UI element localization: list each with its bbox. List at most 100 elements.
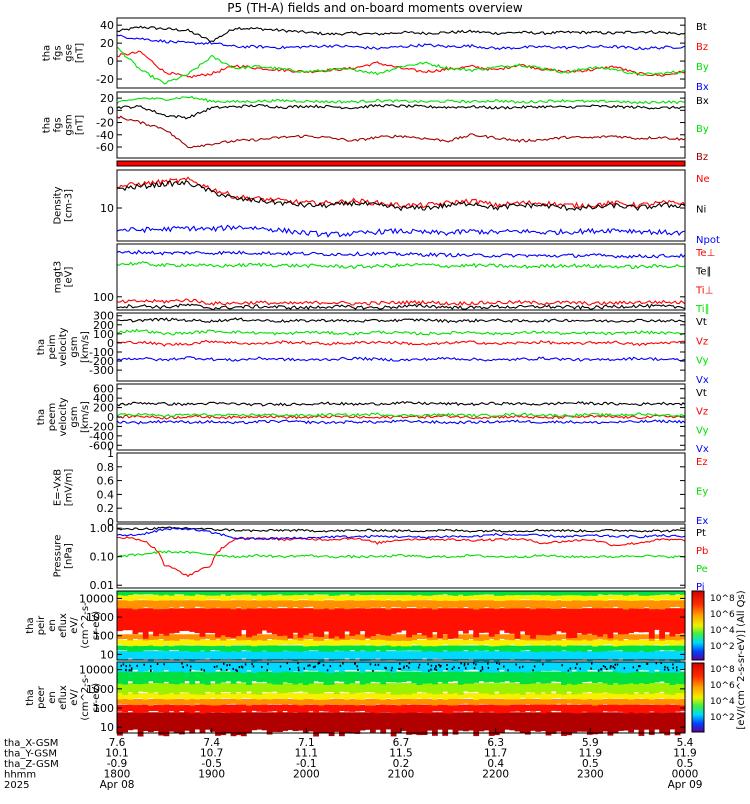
heat-cell: [519, 634, 526, 640]
heat-cell: [571, 693, 578, 699]
heat-speckle: [181, 662, 183, 665]
heat-speckle: [403, 666, 405, 669]
heat-cell: [504, 608, 511, 633]
heat-cell: [561, 639, 567, 647]
heat-cell: [571, 639, 578, 646]
heat-cell: [545, 712, 552, 736]
heat-cell: [390, 683, 397, 695]
heat-cell: [633, 595, 640, 601]
heat-cell: [333, 595, 340, 601]
heat-speckle: [616, 663, 619, 666]
y-tick-label: -60: [96, 141, 114, 154]
heat-cell: [122, 683, 128, 695]
heat-speckle: [463, 662, 466, 665]
heat-cell: [669, 671, 676, 685]
heat-speckle: [399, 662, 401, 665]
heat-cell: [364, 608, 371, 638]
heat-cell: [137, 693, 144, 698]
heat-cell: [597, 600, 603, 608]
heat-cell: [395, 693, 402, 699]
heat-cell: [380, 591, 387, 595]
heat-cell: [478, 712, 485, 732]
heat-speckle: [612, 665, 614, 668]
x-tick-label: 11.5: [389, 748, 412, 760]
heat-cell: [168, 704, 175, 712]
heat-cell: [623, 645, 629, 652]
heat-cell: [194, 634, 201, 641]
heat-cell: [323, 662, 330, 673]
heat-cell: [664, 651, 671, 660]
heat-cell: [432, 662, 438, 671]
heat-cell: [654, 698, 660, 705]
heat-cell: [416, 591, 423, 595]
heat-cell: [127, 712, 134, 731]
heat-cell: [566, 671, 572, 684]
heat-cell: [328, 645, 335, 652]
heat-cell: [225, 651, 232, 660]
heat-cell: [468, 608, 474, 631]
heat-cell: [282, 704, 288, 711]
heat-cell: [586, 608, 593, 634]
heat-cell: [519, 712, 526, 734]
heat-cell: [524, 608, 531, 635]
heat-cell: [597, 683, 603, 693]
heat-cell: [328, 591, 335, 596]
legend-label: By: [696, 62, 709, 73]
legend-label: Bz: [696, 42, 708, 53]
heat-cell: [447, 704, 454, 714]
heat-cell: [659, 712, 665, 733]
heat-cell: [437, 608, 443, 639]
heat-cell: [426, 651, 433, 661]
heat-speckle: [427, 663, 429, 666]
heat-cell: [328, 712, 335, 737]
heat-cell: [581, 600, 588, 608]
heat-cell: [411, 704, 418, 713]
heat-cell: [602, 704, 609, 712]
heat-cell: [318, 645, 325, 652]
heat-cell: [153, 662, 159, 673]
heat-cell: [643, 693, 650, 699]
heat-cell: [349, 608, 356, 636]
heat-cell: [437, 693, 443, 699]
heat-cell: [504, 595, 511, 601]
heat-cell: [225, 645, 232, 653]
heat-cell: [215, 591, 221, 596]
heat-cell: [117, 591, 123, 596]
heat-cell: [483, 698, 490, 705]
heat-cell: [643, 645, 650, 653]
heat-cell: [545, 645, 552, 652]
heat-cell: [535, 683, 542, 695]
heat-cell: [328, 595, 335, 600]
heat-cell: [638, 683, 645, 695]
heat-cell: [555, 651, 562, 661]
heat-cell: [401, 712, 407, 731]
heat-cell: [545, 698, 552, 705]
heat-cell: [220, 712, 227, 736]
legend-label: Ne: [696, 174, 710, 185]
heat-cell: [571, 591, 578, 596]
heat-cell: [519, 698, 526, 705]
heat-cell: [406, 693, 412, 699]
heat-cell: [266, 595, 273, 600]
heat-cell: [406, 651, 412, 661]
heat-cell: [287, 645, 294, 652]
heat-cell: [617, 651, 624, 659]
y-axis-label: gse: [64, 44, 75, 62]
heat-speckle: [636, 669, 638, 672]
heat-cell: [524, 634, 531, 641]
heat-cell: [679, 683, 686, 694]
heat-speckle: [240, 665, 243, 668]
heat-cell: [282, 693, 288, 700]
heat-speckle: [602, 665, 605, 667]
heat-cell: [607, 639, 614, 645]
heat-cell: [426, 671, 433, 684]
heat-cell: [473, 634, 480, 641]
heat-cell: [540, 693, 547, 700]
heat-cell: [540, 651, 547, 660]
heat-cell: [199, 608, 206, 637]
y-tick-label: 0: [107, 411, 114, 424]
heat-cell: [380, 645, 387, 652]
heat-cell: [339, 608, 345, 639]
heat-speckle: [542, 663, 544, 666]
heat-cell: [204, 608, 211, 633]
